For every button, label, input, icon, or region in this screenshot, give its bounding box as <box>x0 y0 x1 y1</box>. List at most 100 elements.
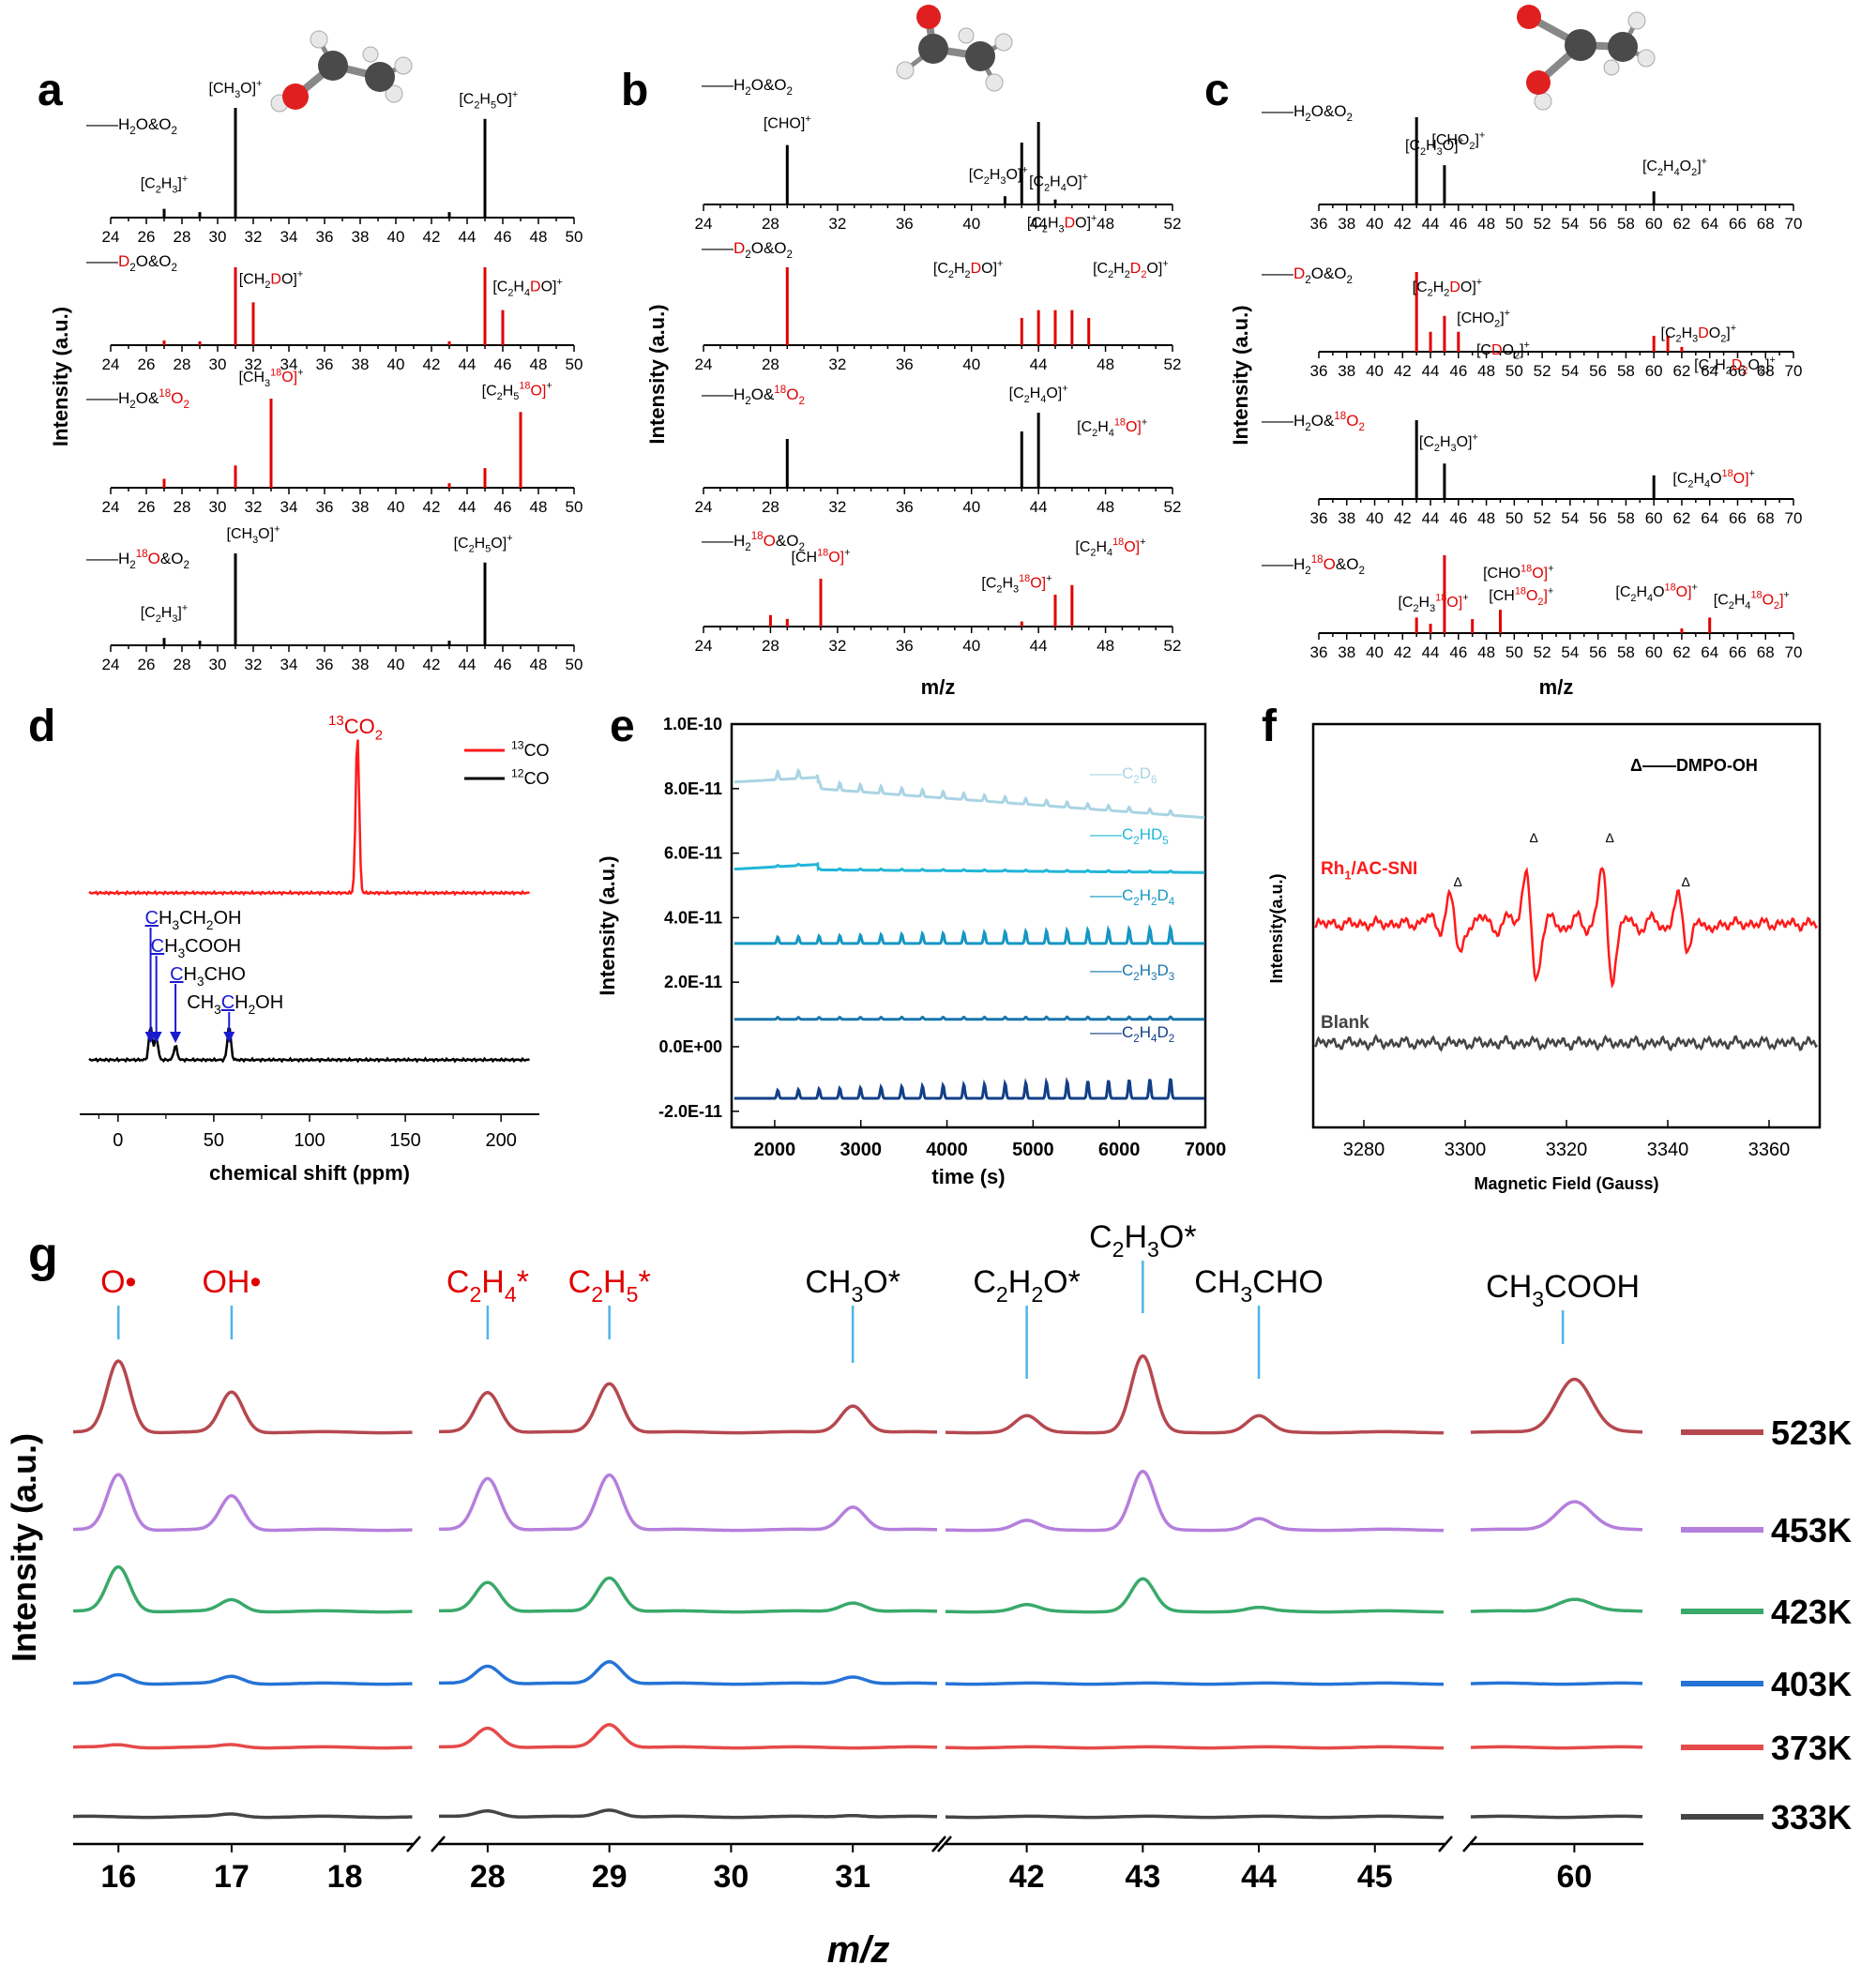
trace-403K <box>439 1660 937 1686</box>
peak-assignment-label-part: ] <box>1520 342 1523 358</box>
peak-assignment-label: [C2H5O]+ <box>459 89 518 112</box>
peak-annotation-label-part: COOH <box>1544 1269 1640 1305</box>
x-tick-label: 17 <box>214 1859 250 1895</box>
x-tick-label: 64 <box>1701 643 1718 661</box>
x-tick-label: 48 <box>1097 498 1114 516</box>
row-legend-label: ——H218O&O2 <box>1262 553 1365 577</box>
peak-annotation-label-part: H <box>603 1264 627 1300</box>
peak-assignment-label-part: O] <box>1460 280 1476 295</box>
legend-label-part: CO <box>524 769 550 788</box>
series-label-part: 2 <box>1133 835 1139 847</box>
peak-assignment-label-part: 2 <box>1434 443 1440 454</box>
y-axis-label: Intensity (a.u.) <box>5 1433 43 1662</box>
x-tick-label: 46 <box>494 498 512 516</box>
peak-annotation-label-part: * <box>517 1264 529 1300</box>
x-tick-label: 36 <box>316 355 334 373</box>
peak-annotation-label-part: CHO <box>1252 1264 1324 1300</box>
peak-assignment-label: [C2H418O2]+ <box>1714 590 1790 612</box>
peak-assignment-label: [C2H418O]+ <box>1075 537 1145 559</box>
y-tick-label: -2.0E-11 <box>658 1102 722 1121</box>
peak-assignment-label-part: + <box>1142 416 1147 428</box>
peak-assignment-label-part: [CHO <box>1457 310 1494 326</box>
x-tick-label: 44 <box>1422 362 1440 380</box>
x-tick-label: 100 <box>294 1130 325 1151</box>
x-tick-label: 48 <box>1477 215 1495 233</box>
peak-assignment-label-part: 18 <box>1515 585 1526 597</box>
x-tick-label: 70 <box>1785 509 1803 527</box>
trace-523K <box>946 1353 1444 1435</box>
legend-label-part: 12 <box>511 766 524 779</box>
x-tick-label: 48 <box>1477 362 1495 380</box>
peak-assignment-label-part: H <box>1096 539 1107 555</box>
x-tick-label: 36 <box>896 215 914 233</box>
peak-annotation-label-part: 2 <box>469 1282 481 1307</box>
x-tick-label: 32 <box>245 355 263 373</box>
panel-letter-c: c <box>1204 66 1230 115</box>
peak-assignment-label-part: 2 <box>1413 603 1418 614</box>
peak-assignment-label-part: D <box>1449 280 1460 295</box>
peak-assignment-label-part: 2 <box>1726 366 1732 377</box>
trace-423K <box>1470 1597 1643 1613</box>
y-tick-label: 8.0E-11 <box>664 779 722 798</box>
trace-453K <box>72 1473 413 1533</box>
series-label: Blank <box>1321 1013 1369 1033</box>
x-tick-label: 44 <box>459 498 477 516</box>
x-tick-label: 44 <box>1030 215 1048 233</box>
y-tick-label: 6.0E-11 <box>664 844 722 863</box>
x-tick-label: 42 <box>1009 1859 1045 1895</box>
peak-assignment-label-part: ] <box>177 176 181 192</box>
peak-assignment-label-part: 2 <box>1108 269 1113 280</box>
peak-assignment-label-part: ] <box>1697 159 1701 174</box>
row-legend-label-part: 18 <box>136 548 148 560</box>
series-label: ——C2H3D3 <box>1090 961 1174 983</box>
ethanol-molecule-illustration <box>270 30 413 113</box>
x-tick-label: 62 <box>1672 509 1690 527</box>
x-tick-label: 42 <box>1394 215 1412 233</box>
row-legend-label-part: 2 <box>798 395 804 407</box>
peak-assignment-label-part: O] <box>541 280 557 295</box>
row-legend-label-part: 2 <box>745 541 750 553</box>
peak-assignment-label-part: 2 <box>156 184 161 195</box>
x-tick-label: 150 <box>389 1130 420 1151</box>
peak-assignment-label-part: O <box>1680 159 1691 174</box>
x-tick-label: 3280 <box>1343 1140 1385 1160</box>
x-tick-label: 18 <box>327 1859 363 1895</box>
peak-assignment-label-part: H <box>161 176 173 192</box>
peak-assignment-label-part: 18 <box>1750 590 1762 601</box>
x-tick-label: 52 <box>1534 643 1551 661</box>
peak-assignment-label-part: 18 <box>1435 592 1446 603</box>
carbon-assignment-label-part: H <box>159 908 172 929</box>
peak-assignment-label-part: H <box>1097 419 1109 435</box>
peak-assignment-label-part: [C <box>1419 434 1434 450</box>
peak-assignment-label-part: 2 <box>1537 597 1543 608</box>
panel-letter-a: a <box>38 66 63 115</box>
x-tick-label: 24 <box>102 228 120 246</box>
peak-assignment-label-part: + <box>1505 308 1510 319</box>
x-tick-label: 40 <box>387 355 405 373</box>
peak-assignment-label-part: [C <box>1029 174 1044 190</box>
peak-assignment-label-part: 18 <box>270 367 281 378</box>
peak-annotation-label-part: H <box>481 1264 505 1300</box>
legend-dmpo-oh-part: Δ——DMPO-OH <box>1630 756 1758 775</box>
row-legend-label-part: O <box>1324 555 1336 573</box>
axis-break-mark <box>1462 1836 1477 1852</box>
peak-assignment-label-part: H <box>990 167 1001 183</box>
row-legend-label-part: O <box>148 550 160 567</box>
row-legend-label-part: O&O <box>751 76 787 94</box>
peak-assignment-label-part: [CH <box>209 81 235 97</box>
x-tick-label: 46 <box>1449 215 1467 233</box>
peak-assignment-label-part: H <box>1693 471 1704 487</box>
row-legend-label-part: 2 <box>172 262 177 274</box>
peak-assignment-label-part: + <box>997 258 1003 269</box>
peak-assignment-label-part: + <box>844 547 850 558</box>
x-tick-label: 3000 <box>840 1140 882 1160</box>
peak-assignment-label-part: ] <box>1475 132 1478 148</box>
row-legend-label-part: ——H <box>86 115 129 133</box>
peak-annotation-label-part: 3 <box>851 1282 863 1307</box>
peak-assignment-label-part: 2 <box>948 269 954 280</box>
peak-assignment-label: [C2H2D2O2]+ <box>1694 355 1776 377</box>
trace-523K <box>72 1359 413 1435</box>
row-legend-label: ——H2O&18O2 <box>1262 410 1365 433</box>
peak-assignment-label: [CHO2]+ <box>1457 308 1510 330</box>
x-tick-label: 44 <box>459 656 477 673</box>
